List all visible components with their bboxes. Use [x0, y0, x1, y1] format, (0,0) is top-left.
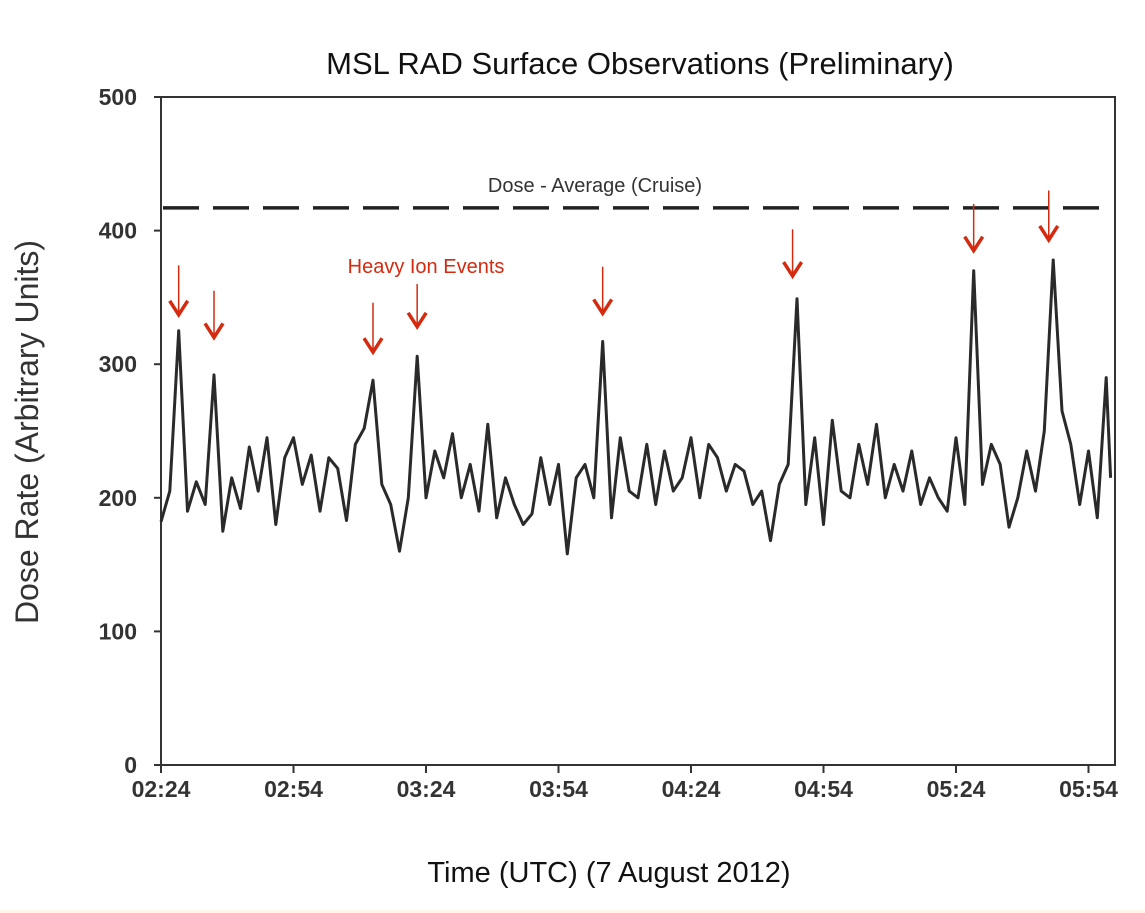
x-tick-label: 02:24: [132, 776, 191, 802]
y-tick-label: 200: [99, 485, 137, 511]
chart-title: MSL RAD Surface Observations (Preliminar…: [326, 46, 954, 81]
x-tick-label: 04:24: [662, 776, 721, 802]
dose-rate-series-line: [159, 258, 1113, 556]
arrow-head-icon: [592, 298, 614, 317]
arrow-head-icon: [1038, 225, 1060, 244]
arrow-head-icon: [168, 299, 190, 319]
arrow-head-icon: [963, 235, 985, 254]
y-tick-label: 300: [99, 351, 137, 377]
heavy-ion-event-arrow: [782, 229, 804, 280]
y-tick-label: 100: [99, 618, 137, 644]
x-tick-label: 03:24: [397, 776, 456, 802]
x-tick-label: 03:54: [529, 776, 588, 802]
heavy-ion-event-arrow: [1038, 190, 1060, 244]
heavy-ion-event-arrow: [592, 266, 614, 317]
arrow-head-icon: [362, 337, 384, 356]
x-tick-label: 02:54: [264, 776, 323, 802]
arrow-head-icon: [406, 311, 428, 331]
plot-frame: [160, 96, 1116, 766]
reference-line-label: Dose - Average (Cruise): [488, 175, 702, 197]
heavy-ion-event-arrow: [203, 290, 225, 341]
heavy-ion-events-label: Heavy Ion Events: [348, 256, 505, 278]
y-tick-label: 0: [124, 752, 137, 778]
heavy-ion-event-arrow: [362, 302, 384, 356]
heavy-ion-event-arrow: [963, 203, 985, 254]
x-axis-label: Time (UTC) (7 August 2012): [427, 857, 790, 889]
y-axis-label: Dose Rate (Arbitrary Units): [9, 240, 45, 624]
x-tick-label: 05:54: [1059, 776, 1118, 802]
y-tick-label: 500: [99, 84, 137, 110]
bottom-strip: [0, 910, 1145, 913]
heavy-ion-event-arrow: [406, 284, 428, 331]
y-tick-label: 400: [99, 218, 137, 244]
arrow-head-icon: [203, 322, 225, 341]
heavy-ion-event-arrow: [168, 265, 190, 319]
arrow-head-icon: [782, 261, 804, 280]
x-tick-label: 05:24: [927, 776, 986, 802]
x-tick-label: 04:54: [794, 776, 853, 802]
